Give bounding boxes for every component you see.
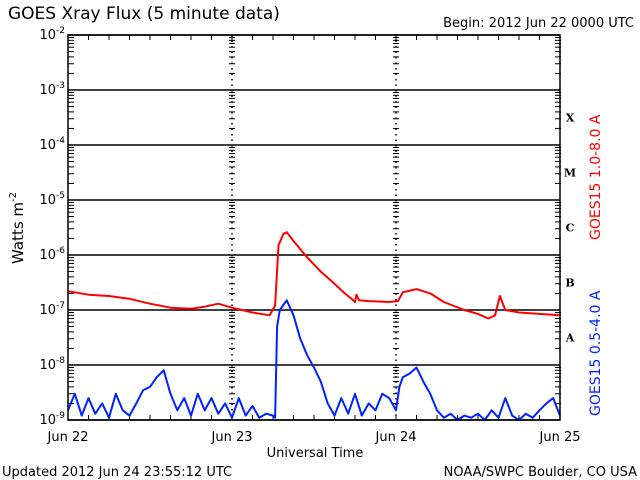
legend-long-channel: GOES15 1.0-8.0 A (588, 114, 604, 240)
y-tick-label: 10-6 (39, 246, 65, 263)
y-tick-base: 10 (39, 248, 56, 263)
y-tick-exponent: -8 (56, 356, 65, 366)
y-tick-labels: 10-210-310-410-510-610-710-810-9 (39, 26, 65, 428)
y-tick-exponent: -7 (56, 301, 65, 311)
flare-class-b: B (565, 277, 574, 290)
series-line-long-channel (67, 231, 561, 320)
y-tick-base: 10 (39, 83, 56, 98)
y-axis-label-sup: -2 (8, 192, 19, 202)
y-tick-label: 10-3 (39, 81, 65, 98)
y-tick-exponent: -5 (56, 191, 65, 201)
x-tick-labels: Jun 22 Jun 23 Jun 24 Jun 25 (47, 430, 581, 445)
series-line-short-channel (67, 299, 561, 421)
flare-class-x: X (566, 112, 575, 125)
y-tick-base: 10 (39, 413, 56, 428)
axis-ticks (68, 35, 561, 420)
credit-label: NOAA/SWPC Boulder, CO USA (444, 465, 637, 480)
y-tick-label: 10-5 (39, 191, 65, 208)
x-tick-label: Jun 22 (47, 430, 89, 445)
series-lines (67, 231, 561, 421)
y-tick-exponent: -6 (56, 246, 65, 256)
y-tick-exponent: -9 (56, 411, 65, 421)
y-tick-label: 10-7 (39, 301, 65, 318)
svg-text:Watts m-2: Watts m-2 (8, 192, 27, 264)
x-tick-label: Jun 23 (211, 430, 253, 445)
x-tick-label: Jun 25 (539, 430, 581, 445)
flare-class-c: C (566, 222, 575, 235)
flare-class-a: A (565, 332, 575, 345)
flare-class-m: M (564, 167, 576, 180)
y-tick-label: 10-8 (39, 356, 65, 373)
y-tick-base: 10 (39, 358, 56, 373)
y-tick-base: 10 (39, 193, 56, 208)
y-tick-label: 10-2 (39, 26, 65, 43)
chart-title: GOES Xray Flux (5 minute data) (8, 4, 280, 24)
y-tick-base: 10 (39, 138, 56, 153)
y-axis-label-text: Watts m (9, 202, 27, 264)
y-tick-exponent: -2 (56, 26, 65, 36)
legend-short-channel: GOES15 0.5-4.0 A (588, 290, 604, 416)
y-tick-exponent: -3 (56, 81, 65, 91)
plot-frame (67, 34, 561, 421)
updated-timestamp: Updated 2012 Jun 24 23:55:12 UTC (2, 465, 232, 480)
y-tick-exponent: -4 (56, 136, 65, 146)
x-axis-label: Universal Time (267, 446, 364, 461)
y-tick-base: 10 (39, 28, 56, 43)
grid (68, 34, 560, 421)
y-tick-label: 10-9 (39, 411, 65, 428)
y-tick-base: 10 (39, 303, 56, 318)
begin-label: Begin: 2012 Jun 22 0000 UTC (443, 16, 634, 31)
flare-class-labels: X M C B A (564, 112, 576, 345)
y-axis-label: Watts m-2 (8, 192, 27, 264)
y-tick-label: 10-4 (39, 136, 65, 153)
x-tick-label: Jun 24 (375, 430, 417, 445)
